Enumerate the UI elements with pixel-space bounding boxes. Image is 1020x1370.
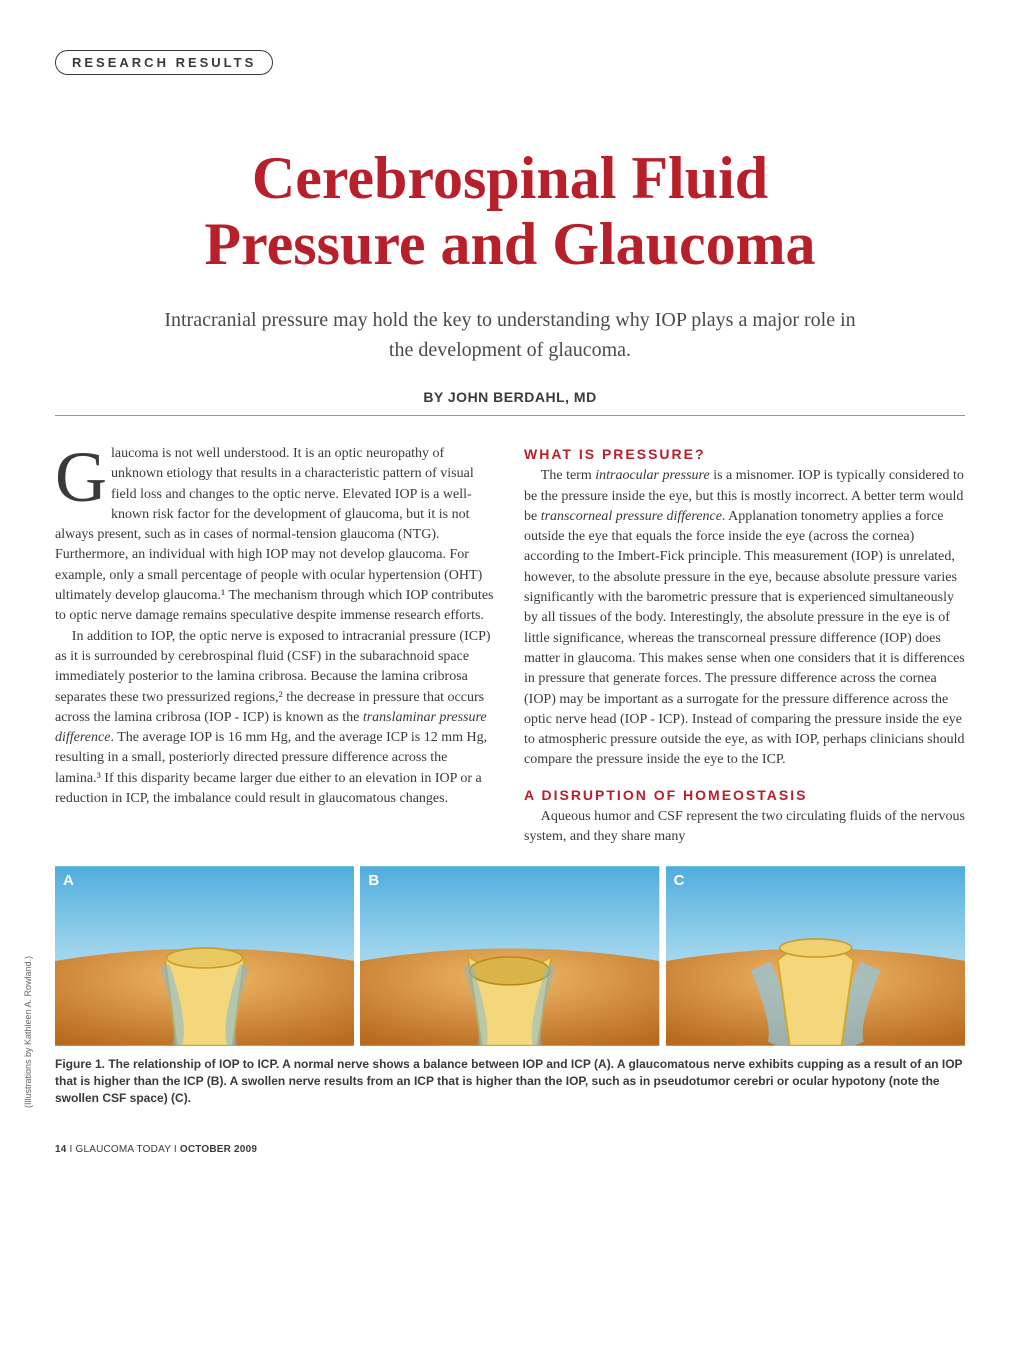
panel-letter-b: B [368,872,379,889]
paragraph-4: Aqueous humor and CSF represent the two … [524,807,965,848]
panel-letter-a: A [63,872,74,889]
byline: BY JOHN BERDAHL, MD [55,389,965,405]
p3c: . Applanation tonometry applies a force … [524,509,965,768]
paragraph-3: The term intraocular pressure is a misno… [524,466,965,770]
heading-what-is-pressure: WHAT IS PRESSURE? [524,444,965,464]
footer-page: 14 [55,1144,67,1155]
body-text: Glaucoma is not well understood. It is a… [55,444,965,848]
paragraph-2: In addition to IOP, the optic nerve is e… [55,627,496,810]
footer-sep2: I [171,1144,180,1155]
footer-issue: OCTOBER 2009 [180,1144,257,1155]
dropcap: G [55,444,111,507]
para1-text: laucoma is not well understood. It is an… [55,446,493,623]
subtitle: Intracranial pressure may hold the key t… [150,305,870,365]
panel-letter-c: C [674,872,685,889]
p3em2: transcorneal pressure difference [541,509,722,524]
paragraph-1: Glaucoma is not well understood. It is a… [55,444,496,627]
para2-b: . The average IOP is 16 mm Hg, and the a… [55,730,487,806]
p3a: The term [541,468,595,483]
section-badge: RESEARCH RESULTS [55,50,273,75]
figure-row: A B [55,866,965,1046]
page-footer: 14 I GLAUCOMA TODAY I OCTOBER 2009 [55,1144,965,1155]
footer-pub: GLAUCOMA TODAY [75,1144,170,1155]
panel-c-svg [666,866,965,1046]
figure-1: (Illustrations by Kathleen A. Rowland.) … [55,866,965,1108]
title-line-1: Cerebrospinal Fluid [252,145,768,211]
title-line-2: Pressure and Glaucoma [204,211,815,277]
panel-b-svg [360,866,659,1046]
divider-rule [55,415,965,416]
figure-credit: (Illustrations by Kathleen A. Rowland.) [23,956,33,1108]
p3em1: intraocular pressure [595,468,709,483]
page-title: Cerebrospinal Fluid Pressure and Glaucom… [55,145,965,277]
figure-panel-c: C [666,866,965,1046]
heading-disruption: A DISRUPTION OF HOMEOSTASIS [524,785,965,805]
figure-panel-a: A [55,866,354,1046]
figure-caption: Figure 1. The relationship of IOP to ICP… [55,1056,965,1108]
figure-caption-text: Figure 1. The relationship of IOP to ICP… [55,1057,962,1106]
panel-a-svg [55,866,354,1046]
figure-panel-b: B [360,866,659,1046]
